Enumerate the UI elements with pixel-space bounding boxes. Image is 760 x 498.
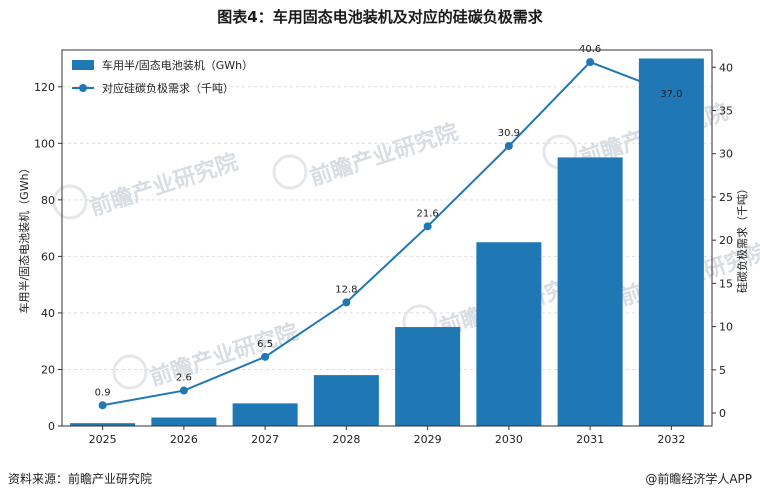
data-label-2028: 12.8 <box>335 284 357 295</box>
bar-2029 <box>395 327 461 426</box>
line-point-2029 <box>423 222 432 231</box>
right-tick-label: 20 <box>719 234 733 247</box>
line-point-2031 <box>586 58 595 67</box>
right-tick-label: 35 <box>719 105 733 118</box>
left-tick-label: 40 <box>41 307 55 320</box>
legend-bar-swatch <box>72 60 94 70</box>
x-tick-label-2028: 2028 <box>332 433 360 446</box>
line-point-2030 <box>504 141 513 150</box>
chart-title: 图表4：车用固态电池装机及对应的硅碳负极需求 <box>217 8 543 26</box>
bar-2027 <box>232 403 298 426</box>
watermark-text: 前瞻产业研究院 <box>307 119 462 191</box>
watermark-text: 前瞻产业研究院 <box>87 149 242 221</box>
left-tick-label: 60 <box>41 250 55 263</box>
right-tick-label: 5 <box>719 364 726 377</box>
bar-2026 <box>151 417 217 426</box>
data-label-2026: 2.6 <box>176 373 192 384</box>
data-label-2025: 0.9 <box>95 387 111 398</box>
right-axis-title: 硅碳负极需求（千吨） <box>735 183 749 293</box>
data-label-2030: 30.9 <box>498 128 520 139</box>
data-label-2027: 6.5 <box>257 339 273 350</box>
data-label-2029: 21.6 <box>416 208 438 219</box>
bar-2031 <box>557 157 623 426</box>
line-point-2027 <box>261 352 270 361</box>
line-path <box>102 60 672 407</box>
x-tick-label-2031: 2031 <box>576 433 604 446</box>
left-tick-label: 120 <box>34 81 55 94</box>
bar-2032 <box>638 58 704 426</box>
line-point-2025 <box>98 401 107 410</box>
x-tick-label-2026: 2026 <box>170 433 198 446</box>
left-axis-title: 车用半/固态电池装机（GWh） <box>17 162 31 313</box>
watermark-logo <box>52 184 88 220</box>
left-tick-label: 0 <box>48 420 55 433</box>
left-tick-label: 100 <box>34 137 55 150</box>
legend-line-marker <box>79 84 87 92</box>
x-tick-label-2032: 2032 <box>657 433 685 446</box>
bar-series <box>70 58 704 426</box>
right-tick-label: 15 <box>719 277 733 290</box>
right-tick-label: 0 <box>719 407 726 420</box>
x-tick-label-2025: 2025 <box>89 433 117 446</box>
right-tick-label: 30 <box>719 148 733 161</box>
bar-2030 <box>476 242 542 426</box>
watermark-logo <box>112 354 148 390</box>
x-tick-label-2030: 2030 <box>495 433 523 446</box>
source-note: 资料来源：前瞻产业研究院 <box>8 472 153 486</box>
bar-2025 <box>70 423 136 426</box>
legend: 车用半/固态电池装机（GWh） 对应硅碳负极需求（千吨） <box>72 58 253 95</box>
data-label-2032: 37.0 <box>660 89 682 100</box>
legend-bar-label: 车用半/固态电池装机（GWh） <box>102 58 253 72</box>
watermark-text: 前瞻产业研究院 <box>147 319 302 391</box>
left-tick-label: 20 <box>41 363 55 376</box>
left-tick-label: 80 <box>41 194 55 207</box>
watermark-logo <box>272 154 308 190</box>
bar-2028 <box>313 375 379 426</box>
right-tick-label: 40 <box>719 61 733 74</box>
right-tick-label: 25 <box>719 191 733 204</box>
plot-frame <box>61 49 713 427</box>
line-point-2028 <box>342 298 351 307</box>
line-point-2032 <box>667 89 676 98</box>
x-tick-label-2027: 2027 <box>251 433 279 446</box>
line-point-2026 <box>179 386 188 395</box>
legend-line-label: 对应硅碳负极需求（千吨） <box>102 81 234 95</box>
x-tick-label-2029: 2029 <box>414 433 442 446</box>
credit-note: @前瞻经济学人APP <box>645 472 752 486</box>
right-tick-label: 10 <box>719 321 733 334</box>
